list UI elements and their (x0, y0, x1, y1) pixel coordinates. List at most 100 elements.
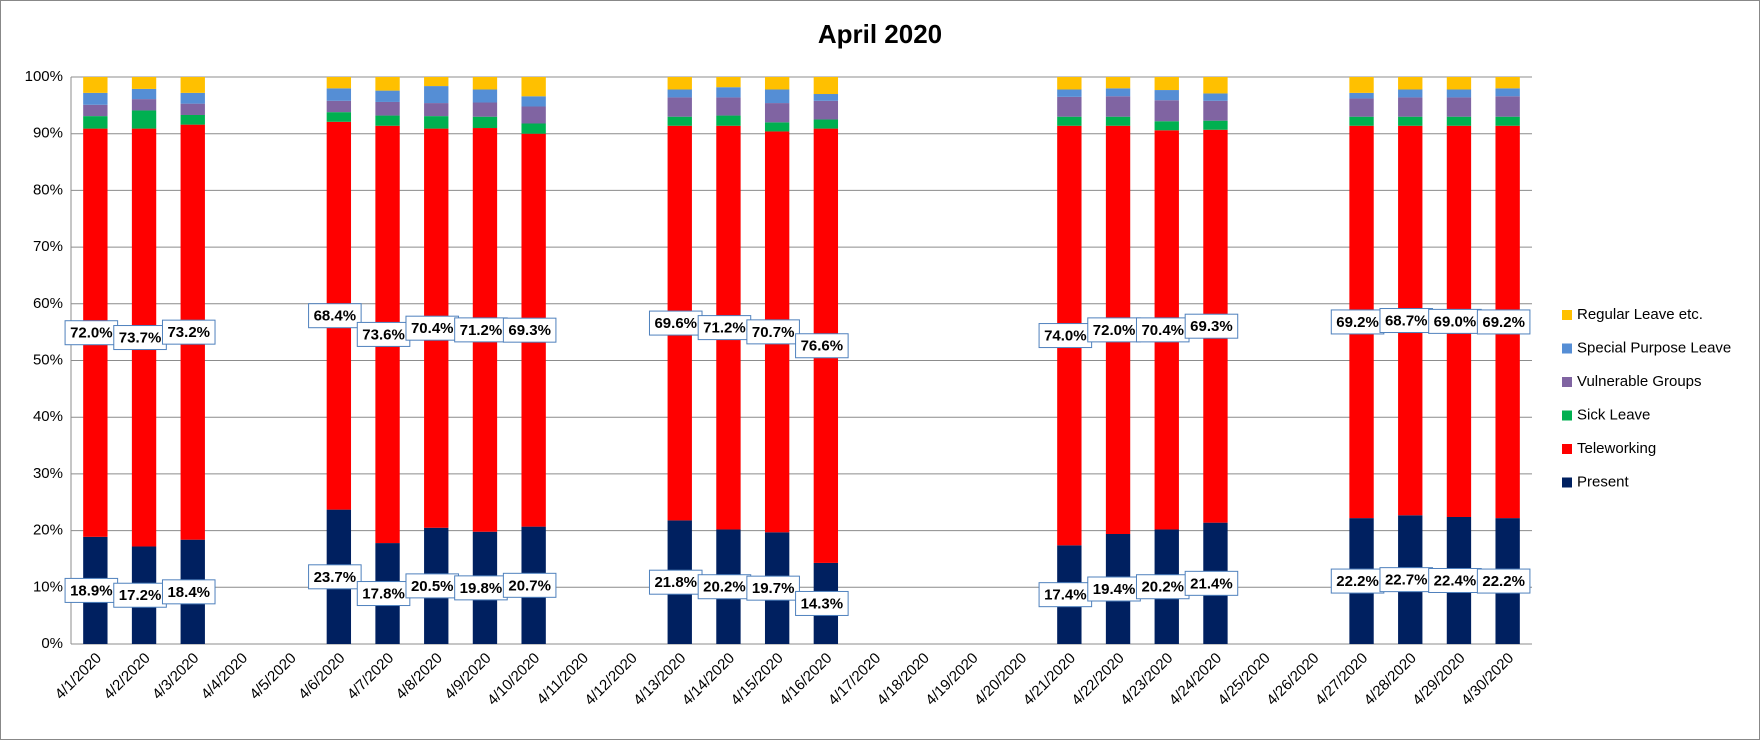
data-label: 20.7% (508, 577, 551, 594)
bar-segment (764, 103, 790, 123)
data-label-box (161, 319, 216, 345)
data-label: 18.9% (70, 582, 113, 599)
data-label-box (1330, 309, 1385, 335)
bar-segment (764, 77, 790, 90)
data-label-box (697, 574, 752, 600)
bar-segment (180, 77, 205, 93)
data-label: 17.2% (119, 587, 162, 604)
data-label-box (113, 582, 167, 608)
data-label: 21.4% (1190, 575, 1233, 592)
bar-segment (83, 104, 108, 117)
data-label-box (1476, 309, 1531, 335)
bar-segment (764, 122, 790, 132)
data-label-box (356, 321, 411, 347)
data-label: 68.4% (314, 308, 357, 325)
data-label: 17.4% (1044, 587, 1087, 604)
bar-segment (1349, 77, 1374, 93)
bar-segment (424, 103, 449, 117)
bar-segment (1446, 77, 1472, 90)
bar-segment (667, 77, 692, 90)
bar-segment (472, 77, 498, 90)
bar-segment (1105, 96, 1131, 117)
data-label: 19.4% (1093, 581, 1136, 598)
legend-label: Vulnerable Groups (1577, 373, 1702, 390)
bar-segment (667, 97, 692, 117)
data-label: 20.5% (411, 578, 454, 595)
data-label: 69.2% (1482, 314, 1525, 331)
bar-segment (326, 112, 352, 122)
y-tick-label: 10% (33, 578, 63, 595)
bar-segment (131, 110, 157, 129)
data-label-box (502, 572, 557, 598)
y-tick-label: 100% (25, 68, 63, 85)
bar-segment (472, 102, 498, 117)
bar-segment (521, 96, 546, 107)
data-label: 22.4% (1434, 572, 1477, 589)
data-label: 72.0% (70, 325, 113, 342)
bar-segment (326, 77, 352, 89)
bar-segment (813, 77, 839, 95)
bar-segment (1057, 116, 1082, 126)
bar-segment (716, 87, 741, 98)
data-label: 71.2% (703, 320, 746, 337)
bar-segment (813, 100, 839, 120)
data-label: 72.0% (1093, 322, 1136, 339)
bar-segment (1398, 97, 1423, 117)
data-label-box (746, 319, 800, 345)
data-label-box (113, 325, 167, 351)
data-label: 73.7% (119, 330, 162, 347)
y-tick-label: 70% (33, 238, 63, 255)
legend-swatch (1562, 343, 1572, 354)
bar-segment (1495, 88, 1520, 97)
bar-segment (716, 77, 741, 88)
bar-segment (1105, 77, 1131, 89)
bar-segment (521, 123, 546, 134)
data-label-box (1184, 570, 1239, 596)
data-label: 20.2% (703, 579, 746, 596)
bar-segment (1057, 77, 1082, 90)
data-label-box (308, 303, 362, 329)
bar-segment (1154, 77, 1179, 91)
data-label-box (1379, 308, 1434, 334)
legend-swatch (1562, 477, 1572, 488)
data-label: 14.3% (801, 595, 844, 612)
bar-segment (375, 101, 400, 116)
data-label-box (746, 575, 800, 601)
data-label: 19.8% (460, 580, 503, 597)
bar-segment (1446, 97, 1472, 117)
data-label-box (161, 579, 216, 605)
data-label-box (697, 315, 752, 341)
bar-segment (1495, 116, 1520, 126)
legend-swatch (1562, 377, 1572, 387)
bar-segment (1105, 88, 1131, 97)
bar-segment (326, 100, 352, 113)
bar-segment (424, 116, 449, 129)
data-label-box (1087, 576, 1141, 602)
data-label-box (1184, 313, 1239, 339)
data-label: 70.7% (752, 324, 795, 341)
legend-swatch (1562, 310, 1572, 320)
chart-title: April 2020 (818, 19, 942, 49)
y-tick-label: 20% (33, 522, 63, 539)
bar-segment (521, 106, 546, 124)
data-label: 69.3% (508, 322, 551, 339)
bar-segment (83, 92, 108, 105)
data-label-box (405, 315, 460, 341)
legend-label: Teleworking (1577, 440, 1656, 457)
y-tick-label: 90% (33, 125, 63, 142)
bar-segment (1349, 116, 1374, 126)
data-label: 73.6% (362, 326, 405, 343)
data-label: 21.8% (654, 574, 697, 591)
data-label: 69.3% (1190, 318, 1233, 335)
data-label-box (795, 333, 849, 359)
data-label: 69.0% (1434, 313, 1477, 330)
bar-segment (1203, 93, 1228, 101)
data-label-box (308, 564, 362, 590)
legend-swatch (1562, 444, 1572, 454)
data-label: 70.4% (411, 320, 454, 337)
data-label-box (1135, 574, 1190, 600)
bar-segment (1154, 90, 1179, 101)
bar-segment (1154, 100, 1179, 122)
bar-segment (521, 77, 546, 97)
data-label-box (454, 317, 508, 343)
